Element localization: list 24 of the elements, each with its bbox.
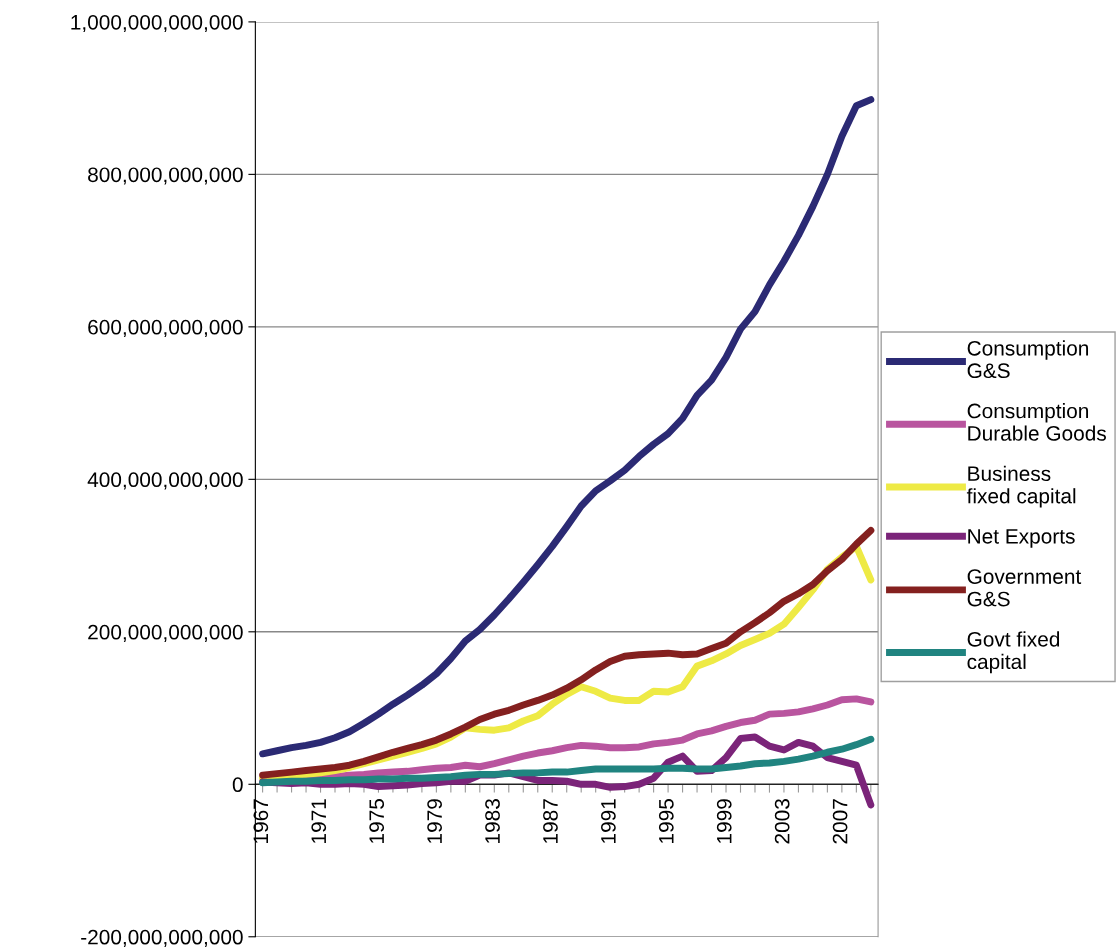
- legend-label: Consumption Durable Goods: [967, 403, 1106, 441]
- y-tick-label: -200,000,000,000: [81, 929, 243, 947]
- y-tick-label: 400,000,000,000: [87, 472, 243, 490]
- y-tick-label: 800,000,000,000: [88, 167, 243, 185]
- x-tick-label: 1979: [427, 799, 442, 843]
- x-tick-label: 2007: [832, 799, 848, 844]
- y-tick-label: 600,000,000,000: [88, 319, 243, 338]
- x-tick-label: 1975: [369, 799, 385, 843]
- x-tick-label: 1971: [311, 799, 327, 843]
- legend-label: Net Exports: [968, 529, 1075, 548]
- x-tick-label: 1987: [543, 799, 558, 843]
- x-tick-label: 1991: [601, 799, 616, 843]
- legend-label: Government G&S: [967, 569, 1082, 607]
- legend-label: Govt fixed capital: [967, 631, 1060, 674]
- legend-label: Business fixed capital: [966, 465, 1076, 508]
- y-tick-label: 1,000,000,000,000: [71, 14, 243, 33]
- y-tick-label: 0: [232, 777, 243, 793]
- x-tick-label: 2003: [774, 799, 790, 844]
- legend-label: Consumption G&S: [967, 340, 1089, 379]
- x-tick-label: 1995: [658, 799, 674, 843]
- x-tick-label: 1983: [485, 799, 500, 843]
- x-tick-label: 1967: [253, 799, 269, 843]
- x-tick-label: 1999: [716, 799, 732, 843]
- y-tick-label: 200,000,000,000: [88, 624, 243, 643]
